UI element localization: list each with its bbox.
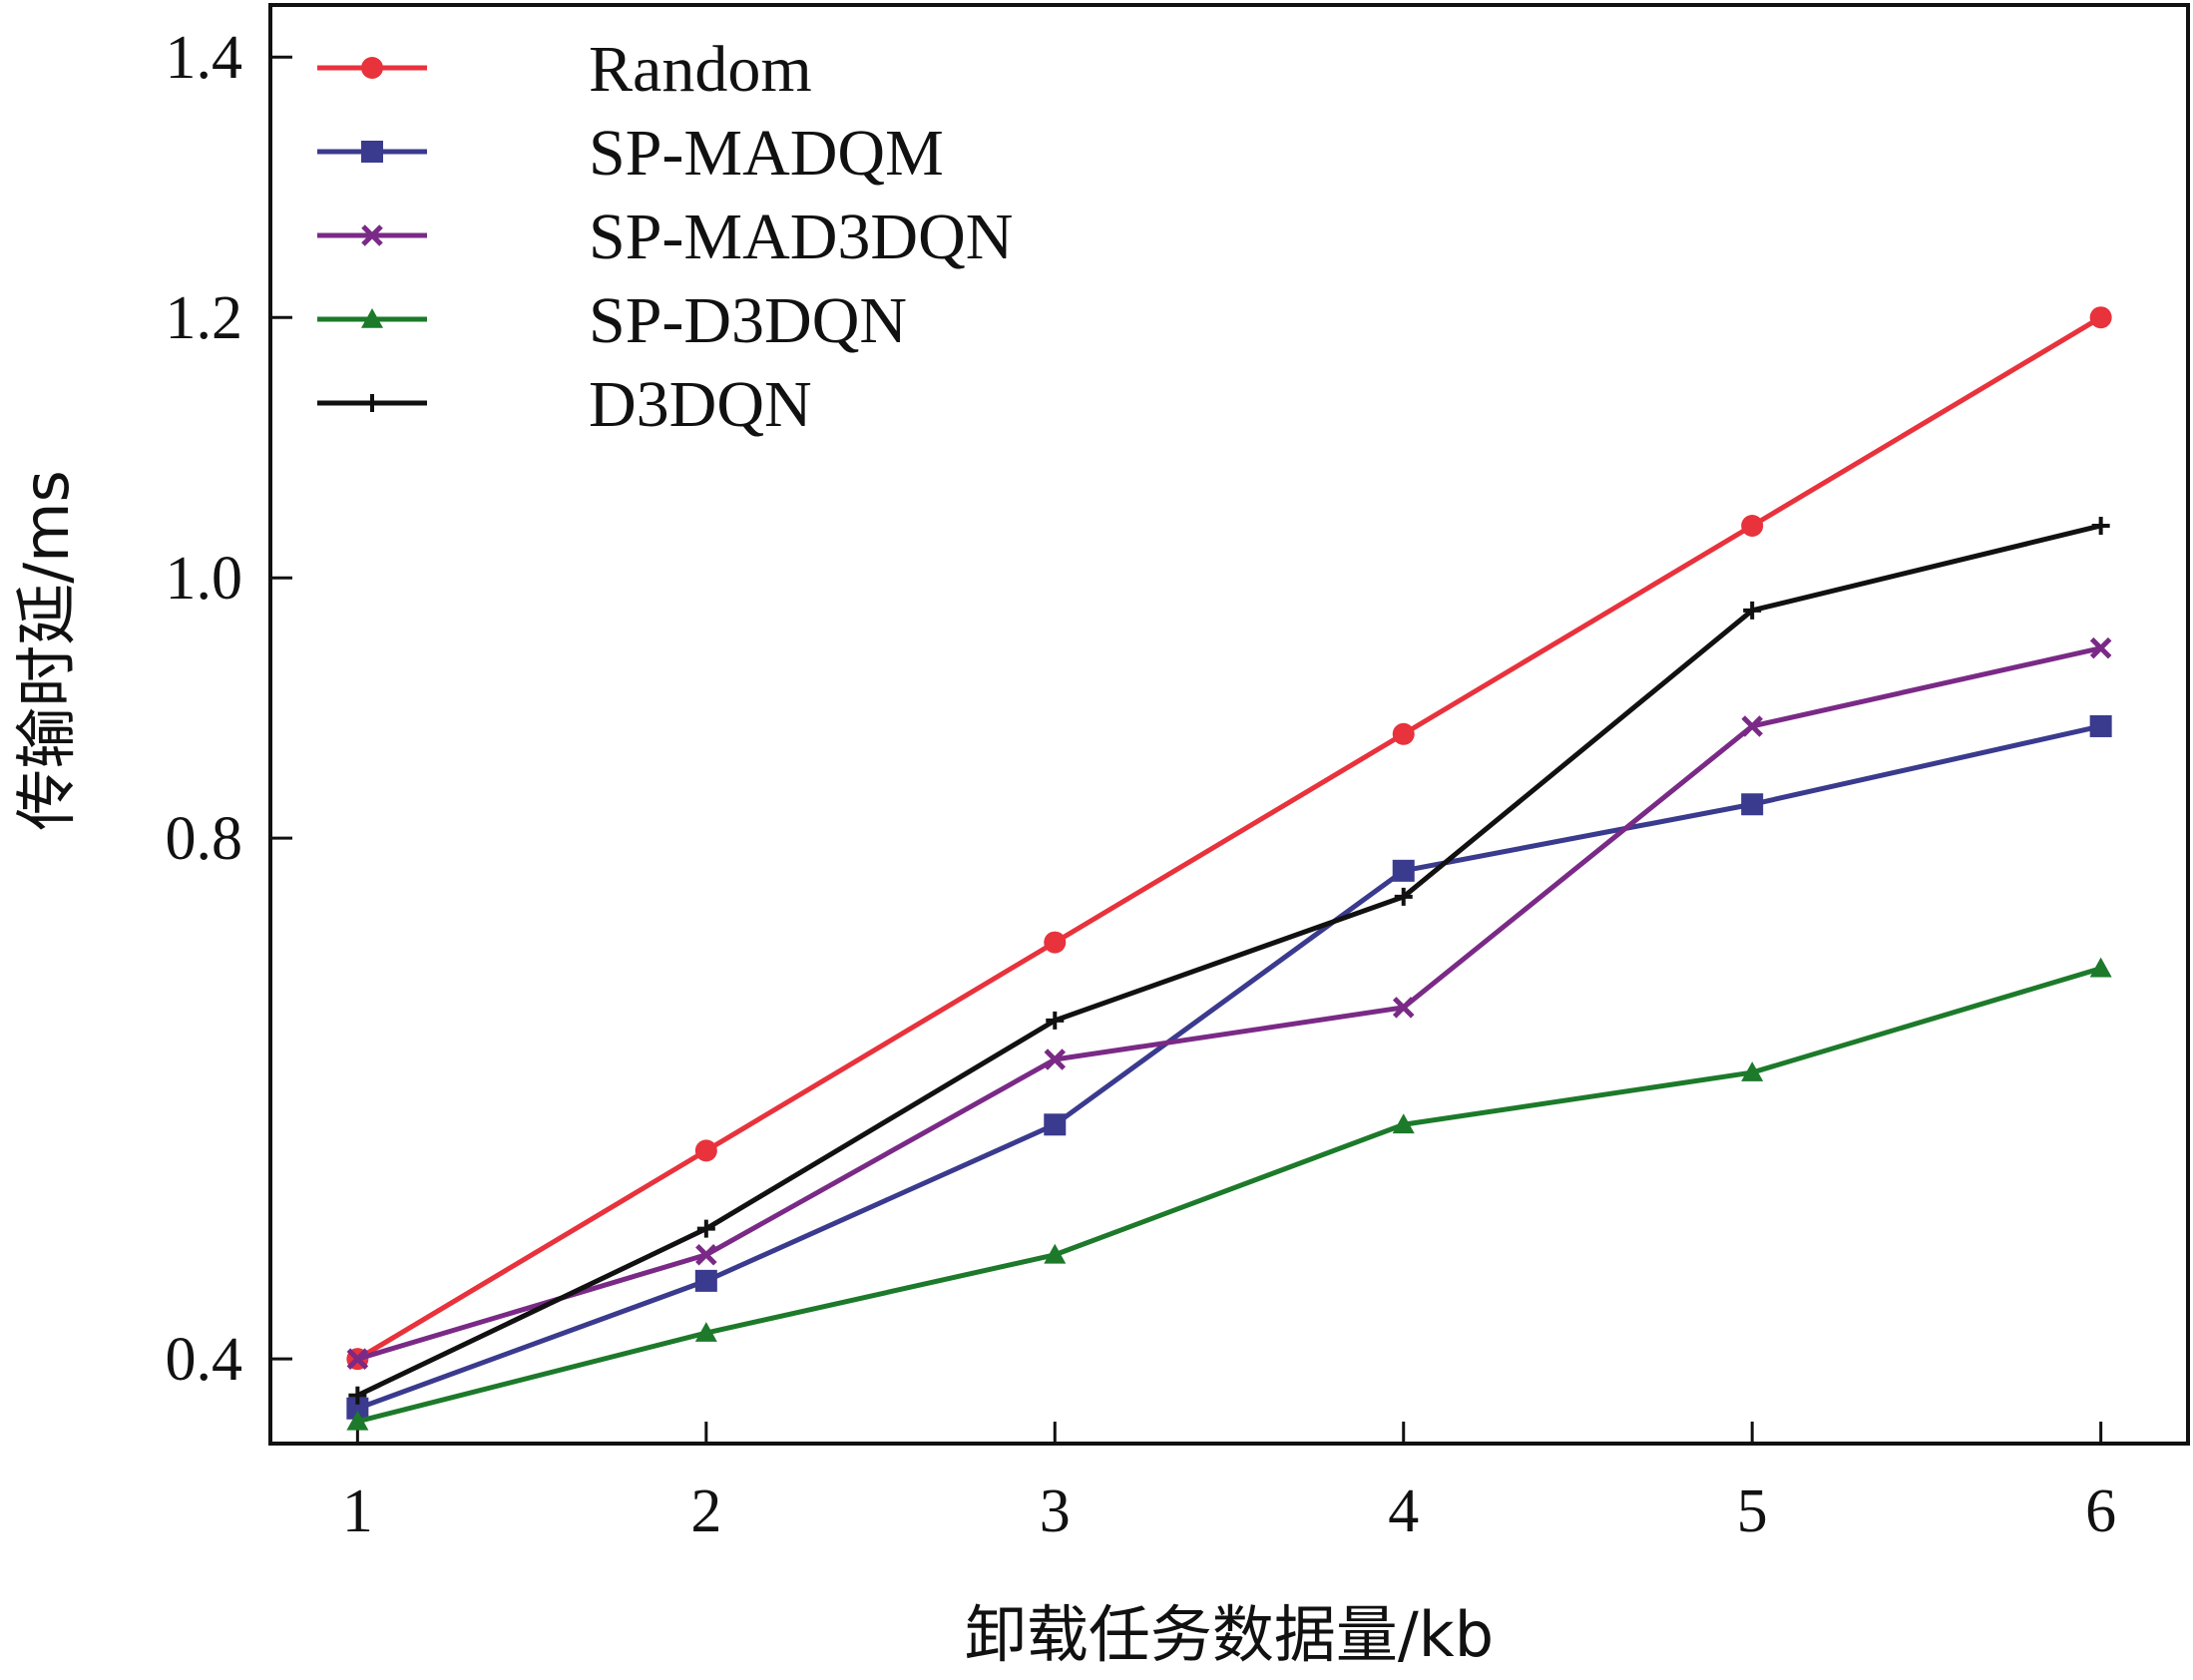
data-point — [1392, 722, 1415, 745]
y-axis-title: 传输时延/ms — [10, 470, 83, 831]
legend-label: SP-MAD3DQN — [589, 201, 1013, 273]
legend-marker — [361, 308, 383, 328]
data-point — [1741, 715, 1763, 737]
data-point — [1741, 514, 1764, 537]
data-point — [348, 1386, 367, 1405]
x-tick-label: 4 — [1388, 1477, 1419, 1545]
data-point — [1044, 931, 1067, 954]
y-axis: 0.4 0.8 1.0 1.2 1.4 — [166, 24, 292, 1394]
data-point — [1741, 793, 1764, 816]
data-point — [1394, 887, 1413, 906]
legend-marker — [361, 224, 383, 246]
data-point — [694, 1139, 717, 1162]
series-line — [356, 966, 2102, 1425]
data-point — [1392, 1113, 1415, 1134]
data-point — [346, 1348, 369, 1370]
legend-label: SP-D3DQN — [589, 284, 907, 357]
y-tick-label: 1.2 — [166, 284, 243, 352]
legend-label: Random — [589, 33, 812, 106]
series-sp-madqm — [346, 714, 2112, 1420]
y-tick-label: 0.4 — [166, 1326, 243, 1394]
data-point — [1044, 1243, 1067, 1264]
x-tick-label: 3 — [1040, 1477, 1071, 1545]
x-tick-label: 2 — [690, 1477, 721, 1545]
legend-item: SP-MADQM — [317, 117, 944, 190]
data-point — [2089, 306, 2112, 329]
data-point — [346, 1397, 369, 1420]
data-point — [2089, 714, 2112, 737]
y-tick-label: 1.0 — [166, 545, 243, 613]
plot-frame — [268, 3, 2190, 1446]
legend-marker — [363, 394, 381, 412]
x-axis: 1 2 3 4 5 6 — [342, 1422, 2116, 1545]
x-tick-label: 6 — [2085, 1477, 2116, 1545]
series-line — [356, 645, 2102, 1362]
x-tick-label: 1 — [342, 1477, 373, 1545]
x-axis-title: 卸载任务数据量/kb — [965, 1598, 1494, 1671]
legend-item: SP-D3DQN — [317, 284, 907, 357]
series-line — [356, 315, 2102, 1362]
data-point — [1044, 1113, 1067, 1136]
data-point — [1741, 1061, 1764, 1081]
legend-label: SP-MADQM — [589, 117, 944, 190]
data-point — [1743, 601, 1762, 620]
data-point — [1044, 1049, 1067, 1070]
legend-item: D3DQN — [317, 368, 812, 441]
data-point — [1046, 1011, 1065, 1030]
y-tick-label: 1.4 — [166, 24, 243, 92]
legend-label: D3DQN — [589, 368, 812, 441]
series-line — [356, 723, 2102, 1412]
data-point — [696, 1219, 715, 1238]
data-point — [2089, 957, 2112, 978]
series-line — [356, 523, 2102, 1398]
data-point — [346, 1410, 369, 1431]
series-sp-d3dqn — [346, 957, 2112, 1431]
legend-item: Random — [317, 33, 812, 106]
x-tick-label: 5 — [1737, 1477, 1768, 1545]
legend-marker — [361, 57, 383, 79]
data-point — [695, 1244, 717, 1266]
data-point — [694, 1322, 717, 1342]
legend: Random SP-MADQM SP-MAD3DQN SP-D3DQN D3DQN — [317, 33, 1013, 441]
legend-item: SP-MAD3DQN — [317, 201, 1013, 273]
data-point — [1392, 997, 1415, 1019]
series-sp-mad3dqn — [346, 636, 2112, 1370]
series-layer — [346, 306, 2112, 1431]
data-point — [2089, 636, 2112, 659]
data-point — [2091, 516, 2110, 535]
data-point — [694, 1269, 717, 1292]
data-point — [1392, 859, 1415, 882]
legend-marker — [361, 141, 383, 163]
y-tick-label: 0.8 — [166, 805, 243, 873]
series-random — [346, 306, 2112, 1371]
series-d3dqn — [348, 516, 2110, 1405]
